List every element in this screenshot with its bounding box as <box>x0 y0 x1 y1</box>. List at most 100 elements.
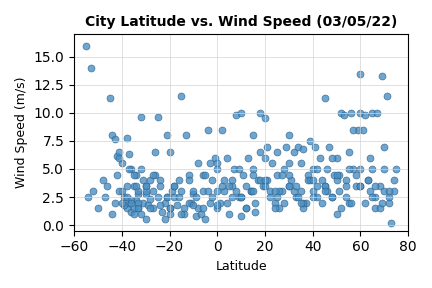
Point <box>202 217 209 222</box>
Point <box>149 172 156 177</box>
Point <box>214 206 221 211</box>
Point <box>128 209 135 214</box>
Point <box>250 133 257 138</box>
Point <box>135 206 142 211</box>
Point <box>286 133 292 138</box>
Point <box>114 153 121 158</box>
Point <box>333 172 340 177</box>
Point <box>261 116 268 121</box>
Point <box>142 217 149 222</box>
Point <box>178 189 185 194</box>
Point <box>238 214 245 218</box>
Point <box>286 161 292 166</box>
Point <box>214 167 221 171</box>
Point <box>357 167 364 171</box>
Point <box>261 178 268 183</box>
Point <box>250 172 257 177</box>
Point <box>121 202 127 207</box>
Point <box>300 200 307 205</box>
Point <box>345 167 352 171</box>
Point <box>175 178 182 183</box>
Point <box>257 150 264 154</box>
Point <box>156 202 163 207</box>
Point <box>286 172 292 177</box>
Point <box>366 189 373 194</box>
X-axis label: Latitude: Latitude <box>215 260 267 273</box>
Point <box>252 209 259 214</box>
Point <box>214 161 221 166</box>
Point <box>142 183 149 188</box>
Point <box>393 167 400 171</box>
Point <box>288 178 295 183</box>
Point <box>116 189 123 194</box>
Point <box>223 156 230 160</box>
Point <box>328 156 335 160</box>
Point <box>175 195 182 199</box>
Point <box>333 178 340 183</box>
Point <box>276 189 283 194</box>
Point <box>125 152 132 157</box>
Point <box>128 200 135 205</box>
Point <box>305 178 311 183</box>
Point <box>321 96 328 101</box>
Point <box>149 206 156 211</box>
Point <box>254 178 261 183</box>
Point <box>159 209 166 214</box>
Point <box>192 214 199 218</box>
Point <box>343 183 349 188</box>
Point <box>240 172 247 177</box>
Point <box>369 111 376 115</box>
Point <box>364 178 371 183</box>
Point <box>161 200 168 205</box>
Point <box>125 200 132 205</box>
Point <box>336 172 343 177</box>
Point <box>307 178 314 183</box>
Point <box>125 167 132 171</box>
Point <box>297 161 304 166</box>
Point <box>266 189 273 194</box>
Point <box>366 156 373 160</box>
Point <box>206 200 213 205</box>
Point <box>135 206 142 211</box>
Point <box>118 189 125 194</box>
Point <box>147 206 154 211</box>
Point <box>331 172 338 177</box>
Point <box>209 195 216 199</box>
Point <box>364 178 371 183</box>
Point <box>111 200 118 205</box>
Point <box>171 195 178 199</box>
Point <box>321 189 328 194</box>
Point <box>185 172 192 177</box>
Point <box>347 200 354 205</box>
Point <box>250 167 257 171</box>
Point <box>362 113 368 118</box>
Point <box>228 178 235 183</box>
Point <box>372 206 378 211</box>
Point <box>264 144 271 149</box>
Point <box>350 167 357 171</box>
Point <box>235 195 242 199</box>
Point <box>283 144 290 149</box>
Point <box>87 66 94 70</box>
Point <box>192 195 199 199</box>
Point <box>266 195 273 199</box>
Point <box>261 183 268 188</box>
Point <box>290 189 297 194</box>
Point <box>99 178 106 183</box>
Point <box>357 183 364 188</box>
Point <box>130 172 137 177</box>
Point <box>137 115 144 120</box>
Point <box>171 183 178 188</box>
Point <box>140 178 147 183</box>
Point <box>324 189 330 194</box>
Point <box>183 133 190 138</box>
Point <box>297 200 304 205</box>
Point <box>357 183 364 188</box>
Point <box>326 144 333 149</box>
Point <box>221 178 228 183</box>
Point <box>123 206 130 211</box>
Point <box>181 212 187 216</box>
Point <box>391 189 397 194</box>
Point <box>238 111 245 115</box>
Point <box>204 127 211 132</box>
